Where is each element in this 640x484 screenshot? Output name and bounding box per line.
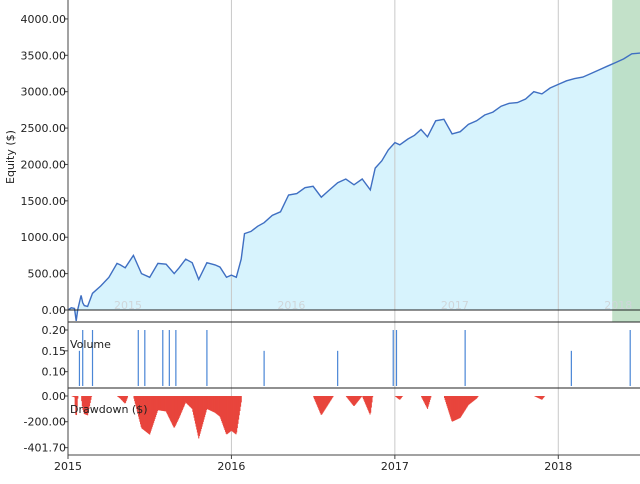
equity-area [68,53,640,321]
volume-bar [393,330,394,386]
volume-bar [630,330,631,386]
volume-bar [79,351,80,386]
volume-bar [162,330,163,386]
equity-y-tick-label: 3500.00 [21,49,67,62]
drawdown-panel-label: Drawdown ($) [70,403,148,416]
drawdown-y-tick-label: -401.70 [24,442,66,455]
equity-y-tick-label: 3000.00 [21,86,67,99]
volume-bar [396,330,397,386]
drawdown-bar [241,396,242,402]
volume-y-tick-label: 0.15 [42,345,67,358]
x-tick-label: 2018 [544,460,572,473]
volume-bar [264,351,265,386]
highlight-band [612,0,640,322]
equity-y-tick-label: 1000.00 [21,231,67,244]
volume-bar [337,351,338,386]
drawdown-bar [77,396,78,399]
volume-panel-label: Volume [70,338,111,351]
volume-y-tick-label: 0.10 [42,366,67,379]
equity-axis-label: Equity ($) [4,130,17,184]
drawdown-bar [361,396,362,397]
equity-y-tick-label: 2500.00 [21,122,67,135]
volume-y-tick-label: 0.20 [42,324,67,337]
drawdown-bar [372,396,373,397]
equity-y-tick-label: 1500.00 [21,195,67,208]
equity-y-tick-label: 500.00 [28,268,67,281]
drawdown-bar [127,396,128,398]
drawdown-bar [91,396,92,397]
volume-bar [144,330,145,386]
drawdown-y-tick-label: 0.00 [42,390,67,403]
volume-bar [138,330,139,386]
volume-bar [206,330,207,386]
volume-bar [169,330,170,386]
equity-y-tick-label: 4000.00 [21,13,67,26]
x-tick-label: 2015 [54,460,82,473]
x-tick-label: 2017 [381,460,409,473]
drawdown-bar [430,396,431,398]
drawdown-y-tick-label: -200.00 [24,416,66,429]
equity-y-tick-label: 0.00 [42,304,67,317]
volume-bar [175,330,176,386]
volume-bar [571,351,572,386]
drawdown-bar [477,396,478,397]
volume-bar [465,330,466,386]
equity-y-tick-label: 2000.00 [21,158,67,171]
x-tick-label: 2016 [217,460,245,473]
